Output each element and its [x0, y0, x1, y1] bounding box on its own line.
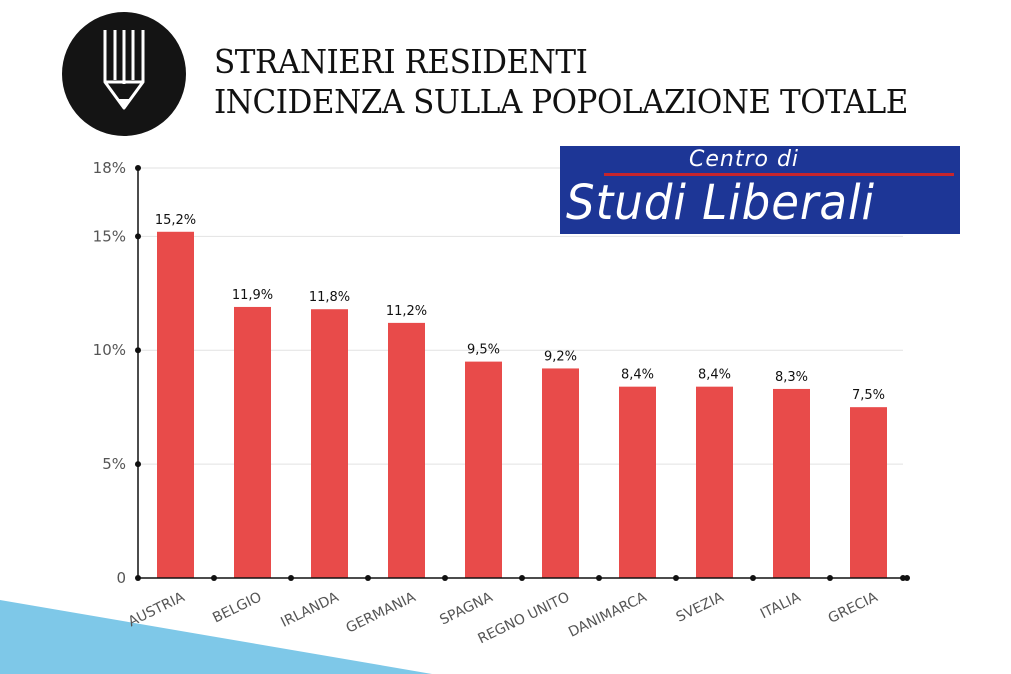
bar — [542, 368, 579, 578]
brand-small-text: Centro di — [689, 147, 800, 172]
data-label: 7,5% — [852, 388, 885, 403]
y-tick-label: 5% — [102, 455, 126, 473]
x-tick-label: GERMANIA — [344, 589, 419, 637]
y-tick-label: 10% — [93, 341, 126, 359]
bar — [619, 386, 656, 578]
brand-large-text: Studi Liberali — [566, 175, 875, 231]
x-tick-marker — [596, 575, 602, 581]
title-line-2: INCIDENZA SULLA POPOLAZIONE TOTALE — [214, 82, 908, 121]
x-tick-label: DANIMARCA — [566, 589, 650, 641]
x-tick-marker — [211, 575, 217, 581]
logo — [62, 12, 186, 136]
data-label: 15,2% — [155, 213, 196, 228]
bar — [696, 386, 733, 578]
data-label: 9,2% — [544, 349, 577, 364]
bar — [234, 306, 271, 578]
bar — [465, 361, 502, 578]
y-tick-label: 15% — [93, 227, 126, 245]
bar — [850, 407, 887, 578]
x-tick-label: AUSTRIA — [126, 589, 188, 630]
data-label: 11,9% — [232, 288, 273, 303]
x-tick-marker — [519, 575, 525, 581]
brand-logo: Centro di Studi Liberali — [560, 146, 960, 234]
pencil-icon — [103, 30, 145, 110]
bar — [157, 231, 194, 578]
bar — [388, 322, 425, 578]
data-label: 9,5% — [467, 343, 500, 358]
x-tick-marker — [673, 575, 679, 581]
page-title: STRANIERI RESIDENTI INCIDENZA SULLA POPO… — [214, 42, 908, 122]
bars — [157, 231, 887, 578]
x-tick-label: ITALIA — [758, 589, 804, 622]
x-tick-marker — [288, 575, 294, 581]
x-tick-label: SPAGNA — [437, 589, 495, 628]
data-label: 11,8% — [309, 290, 350, 305]
x-tick-label: IRLANDA — [278, 589, 341, 631]
x-tick-label: BELGIO — [210, 589, 264, 626]
bar — [773, 388, 810, 578]
brand-underline — [604, 173, 954, 176]
x-tick-label: SVEZIA — [674, 589, 727, 626]
y-tick-label: 18% — [93, 159, 126, 177]
bar — [311, 309, 348, 578]
data-label: 8,4% — [621, 368, 654, 383]
x-tick-marker — [827, 575, 833, 581]
data-label: 8,3% — [775, 370, 808, 385]
x-axis-end-marker — [900, 575, 906, 581]
data-label: 11,2% — [386, 304, 427, 319]
data-label: 8,4% — [698, 368, 731, 383]
decorative-corner-shape — [0, 600, 432, 674]
x-tick-label: GRECIA — [826, 589, 881, 627]
title-line-1: STRANIERI RESIDENTI — [214, 42, 588, 81]
x-tick-marker — [750, 575, 756, 581]
x-tick-marker — [442, 575, 448, 581]
x-tick-marker — [365, 575, 371, 581]
axes — [135, 165, 910, 581]
y-tick-label: 0 — [116, 569, 126, 587]
